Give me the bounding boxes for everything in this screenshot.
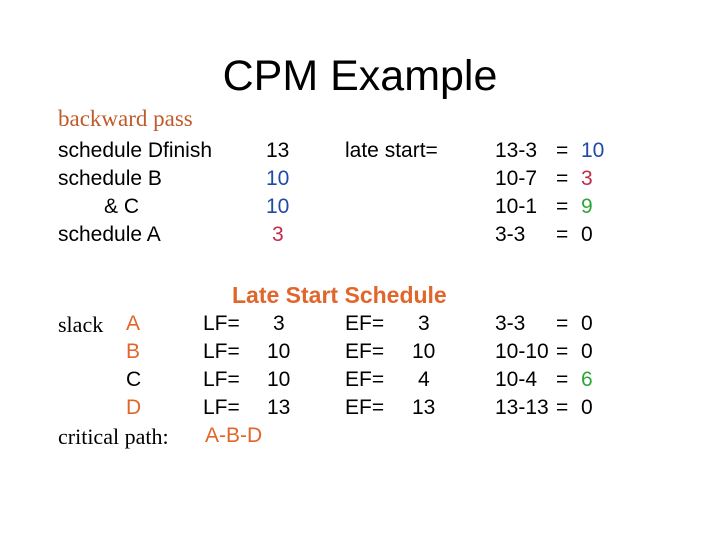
late-start-result: 3: [581, 167, 593, 190]
task-letter: A: [126, 312, 141, 335]
late-start-expr: 13-3: [495, 139, 538, 162]
task-letter: B: [126, 340, 141, 363]
lf-label: LF=: [203, 368, 240, 391]
slack-expr: 3-3: [495, 312, 526, 335]
slack-result: 0: [581, 340, 593, 363]
slack-expr: 10-4: [495, 368, 538, 391]
lf-value: 13: [267, 396, 291, 419]
ef-label: EF=: [345, 312, 385, 335]
finish-value: 10: [266, 195, 290, 218]
slack-result: 6: [581, 368, 593, 391]
finish-value: 13: [266, 139, 290, 162]
task-letter: C: [126, 368, 142, 391]
row-label: schedule D: [58, 139, 164, 162]
slack-row-A: slack A LF= 3 EF= 3 3-3 = 0: [0, 312, 720, 340]
late-start-expr: 10-7: [495, 167, 538, 190]
lf-value: 10: [267, 340, 291, 363]
lf-value: 10: [267, 368, 291, 391]
critical-path-row: critical path: A-B-D: [0, 424, 720, 452]
late-start-result: 0: [581, 223, 593, 246]
ef-value: 3: [418, 312, 430, 335]
critical-path-value: A-B-D: [205, 424, 263, 447]
late-start-expr: 3-3: [495, 223, 526, 246]
lf-label: LF=: [203, 312, 240, 335]
schedule-row-B: schedule B 10 10-7 = 3: [0, 167, 720, 195]
equals-sign: =: [556, 195, 569, 218]
backward-pass-heading: backward pass: [58, 106, 193, 131]
equals-sign: =: [556, 340, 569, 363]
late-start-result: 10: [581, 139, 605, 162]
ef-value: 10: [412, 340, 436, 363]
finish-value: 3: [272, 223, 284, 246]
critical-path-label: critical path:: [58, 424, 169, 449]
task-letter: D: [126, 396, 142, 419]
ef-label: EF=: [345, 368, 385, 391]
slack-result: 0: [581, 396, 593, 419]
lf-value: 3: [273, 312, 285, 335]
late-start-schedule-heading: Late Start Schedule: [232, 282, 447, 308]
slack-row-B: B LF= 10 EF= 10 10-10 = 0: [0, 340, 720, 368]
slack-row-C: C LF= 10 EF= 4 10-4 = 6: [0, 368, 720, 396]
ef-value: 13: [412, 396, 436, 419]
slack-result: 0: [581, 312, 593, 335]
ef-value: 4: [418, 368, 430, 391]
equals-sign: =: [556, 223, 569, 246]
schedule-row-A: schedule A 3 3-3 = 0: [0, 223, 720, 251]
row-label: schedule A: [58, 223, 161, 246]
ef-label: EF=: [345, 396, 385, 419]
late-start-label: late start=: [345, 139, 438, 162]
equals-sign: =: [556, 368, 569, 391]
finish-value: 10: [266, 167, 290, 190]
late-start-result: 9: [581, 195, 593, 218]
equals-sign: =: [556, 312, 569, 335]
equals-sign: =: [556, 396, 569, 419]
slack-expr: 13-13: [495, 396, 549, 419]
schedule-row-C: & C 10 10-1 = 9: [0, 195, 720, 223]
slack-label: slack: [58, 312, 104, 337]
slack-expr: 10-10: [495, 340, 549, 363]
ef-label: EF=: [345, 340, 385, 363]
schedule-row-D: schedule D finish 13 late start= 13-3 = …: [0, 139, 720, 167]
equals-sign: =: [556, 139, 569, 162]
slack-row-D: D LF= 13 EF= 13 13-13 = 0: [0, 396, 720, 424]
finish-label: finish: [163, 139, 213, 162]
late-start-expr: 10-1: [495, 195, 538, 218]
lf-label: LF=: [203, 396, 240, 419]
equals-sign: =: [556, 167, 569, 190]
slide-title: CPM Example: [222, 52, 498, 100]
row-label: schedule B: [58, 167, 162, 190]
lf-label: LF=: [203, 340, 240, 363]
row-label: & C: [104, 195, 140, 218]
